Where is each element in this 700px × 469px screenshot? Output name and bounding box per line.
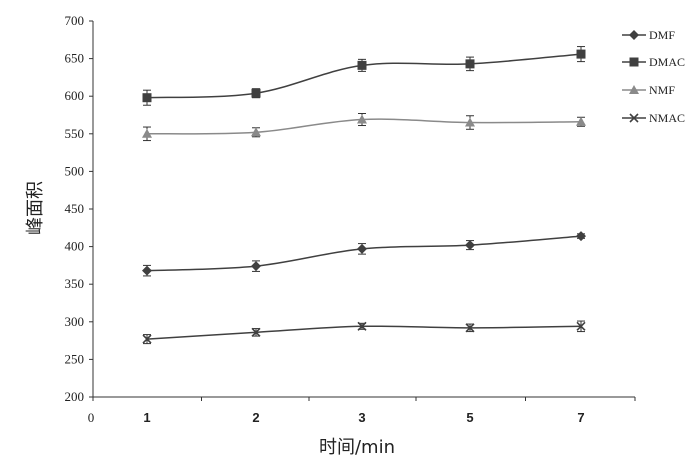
data-point <box>465 117 475 127</box>
legend-marker <box>629 57 639 67</box>
legend-label: NMF <box>649 83 675 97</box>
y-tick-label: 600 <box>65 88 85 103</box>
x-tick-label: 2 <box>252 410 259 425</box>
legend-item-dmac: DMAC <box>622 55 685 69</box>
y-tick-label: 350 <box>65 276 85 291</box>
x-tick-label: 3 <box>358 410 365 425</box>
y-tick-label: 300 <box>65 314 85 329</box>
series-line <box>146 53 582 99</box>
legend-marker <box>629 113 639 123</box>
axes <box>92 21 635 398</box>
x-origin-label: 0 <box>88 410 95 425</box>
legend-label: DMF <box>649 28 675 42</box>
data-point <box>357 243 367 254</box>
data-point <box>142 128 152 138</box>
legend-item-nmac: NMAC <box>622 111 685 125</box>
series-nmac <box>142 320 586 345</box>
y-tick-label: 400 <box>65 239 85 254</box>
series-line <box>146 235 582 272</box>
data-point <box>251 127 261 137</box>
y-tick-label: 200 <box>65 389 85 404</box>
data-point <box>576 49 586 59</box>
data-point <box>357 60 367 70</box>
data-point <box>251 88 261 98</box>
legend-marker <box>629 30 639 40</box>
y-tick-label: 250 <box>65 351 85 366</box>
y-tick-label: 500 <box>65 163 85 178</box>
y-tick-label: 550 <box>65 126 85 141</box>
data-point <box>251 327 261 337</box>
legend: DMF DMAC NMF NMAC <box>622 28 685 125</box>
x-tick-label: 5 <box>466 410 473 425</box>
series-dmf <box>142 231 586 277</box>
legend-label: DMAC <box>649 55 685 69</box>
data-point <box>576 231 586 242</box>
data-point <box>142 265 152 276</box>
x-tick-label: 1 <box>143 410 150 425</box>
data-point <box>357 114 367 124</box>
x-tick-label: 7 <box>577 410 584 425</box>
data-point <box>465 59 475 69</box>
x-ticks: 1 2 3 5 7 <box>92 397 636 425</box>
legend-item-dmf: DMF <box>622 28 675 42</box>
data-point <box>142 334 152 344</box>
legend-item-nmf: NMF <box>622 83 675 97</box>
y-ticks: 200 250 300 350 400 450 500 550 600 650 700 <box>65 13 93 404</box>
legend-label: NMAC <box>649 111 685 125</box>
data-point <box>576 116 586 126</box>
y-tick-label: 650 <box>65 51 85 66</box>
legend-marker <box>629 85 639 94</box>
y-tick-label: 700 <box>65 13 85 28</box>
x-axis-label: 时间/min <box>319 437 395 458</box>
series-layer <box>142 46 586 345</box>
data-point <box>465 240 475 251</box>
data-point <box>142 93 152 103</box>
data-point <box>576 321 586 331</box>
data-point <box>251 261 261 272</box>
y-tick-label: 450 <box>65 201 85 216</box>
series-nmf <box>142 112 586 142</box>
data-point <box>357 321 367 331</box>
series-dmac <box>142 46 586 106</box>
y-axis-label: 峰面积 <box>25 181 46 235</box>
data-point <box>465 323 475 333</box>
